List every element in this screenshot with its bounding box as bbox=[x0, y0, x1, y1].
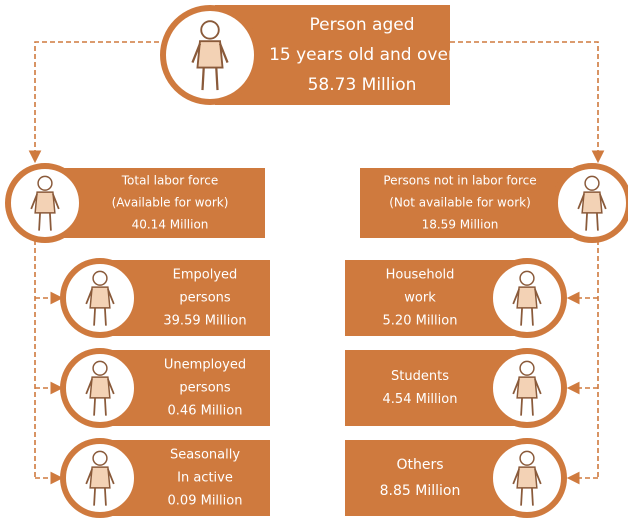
node-label: 0.46 Million bbox=[168, 404, 243, 419]
node-label: 5.20 Million bbox=[383, 314, 458, 329]
node-label: Seasonally bbox=[170, 448, 240, 463]
node-label: 4.54 Million bbox=[383, 392, 458, 407]
node: Students 4.54 Million bbox=[345, 350, 564, 426]
nodes: Person aged 15 years old and over 58.73 Mi… bbox=[8, 5, 628, 516]
node-label: 40.14 Million bbox=[132, 218, 209, 232]
node-label: Persons not in labor force bbox=[383, 174, 536, 188]
node-label: 58.73 Million bbox=[308, 75, 417, 95]
node-label: In active bbox=[177, 471, 233, 486]
node: Total labor force (Available for work) 40.… bbox=[8, 166, 265, 240]
node-label: 8.85 Million bbox=[380, 483, 461, 499]
node-label: 18.59 Million bbox=[422, 218, 499, 232]
node-label: 0.09 Million bbox=[168, 494, 243, 509]
node: Empolyed persons 39.59 Million bbox=[63, 260, 270, 336]
node: Seasonally In active 0.09 Million bbox=[63, 440, 270, 516]
node: Unemployed persons 0.46 Million bbox=[63, 350, 270, 426]
node-label: persons bbox=[179, 381, 231, 396]
node: Others 8.85 Million bbox=[345, 440, 564, 516]
node-label: Unemployed bbox=[164, 358, 246, 373]
node-label: (Available for work) bbox=[112, 196, 229, 210]
node: Person aged 15 years old and over 58.73 Mi… bbox=[163, 5, 455, 105]
node-label: Others bbox=[396, 457, 443, 473]
node-label: Empolyed bbox=[173, 268, 238, 283]
node-label: 39.59 Million bbox=[163, 314, 246, 329]
node-label: Total labor force bbox=[121, 174, 218, 188]
node: Persons not in labor force (Not available… bbox=[360, 166, 628, 240]
node-label: work bbox=[404, 291, 436, 306]
node-label: persons bbox=[179, 291, 231, 306]
node-label: Person aged bbox=[310, 15, 415, 35]
node-label: Students bbox=[391, 369, 449, 384]
node-label: (Not available for work) bbox=[389, 196, 531, 210]
node: Household work 5.20 Million bbox=[345, 260, 564, 336]
diagram: Person aged 15 years old and over 58.73 Mi… bbox=[0, 0, 628, 523]
node-label: Household bbox=[386, 268, 455, 283]
node-label: 15 years old and over bbox=[269, 45, 455, 65]
